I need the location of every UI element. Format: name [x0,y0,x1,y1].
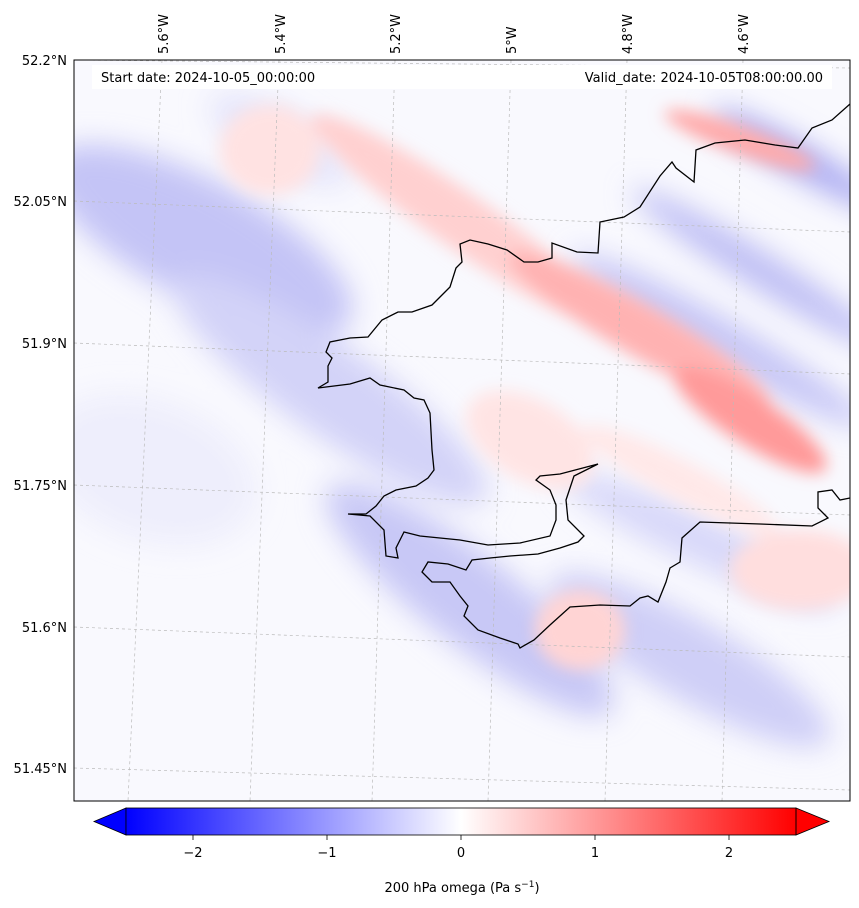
omega-updraft-area [535,590,625,670]
valid-date-label: Valid_date: 2024-10-05T08:00:00.00 [585,71,823,86]
lat-label-51.75N: 51.75°N [14,479,67,494]
lat-label-51.45N: 51.45°N [14,762,67,777]
colorbar-tick-label: 2 [725,846,733,861]
omega-updraft-area [730,530,850,610]
start-date-label: Start date: 2024-10-05_00:00:00 [101,71,315,86]
coastline [317,103,850,649]
omega-downdraft-area [632,189,850,351]
colorbar-tick-label: −1 [317,846,336,861]
colorbar-extend-high [795,807,831,836]
title-strip [92,65,832,89]
omega-downdraft-area [74,144,353,336]
lon-label-5.4W: 5.4°W [274,14,289,54]
graticule [74,60,850,801]
colorbar-tick-label: 1 [591,846,599,861]
latitude-labels: 52.2°N 52.05°N 51.9°N 51.75°N 51.6°N 51.… [14,54,67,777]
colorbar-label-close: ) [534,881,539,896]
colorbar-extend-low [92,807,127,836]
colorbar-label-exponent: −1 [521,880,534,890]
omega-updraft-area [466,390,594,490]
omega-field [74,60,850,801]
lat-label-51.9N: 51.9°N [22,337,67,352]
lat-label-52.05N: 52.05°N [14,195,67,210]
lon-label-5.2W: 5.2°W [389,14,404,54]
lat-label-52.2N: 52.2°N [22,54,67,69]
map-panel: Start date: 2024-10-05_00:00:00 Valid_da… [73,59,851,802]
omega-updraft-area [220,105,320,195]
colorbar-ticks: −2 −1 0 1 2 [183,835,733,861]
lon-label-5W: 5°W [505,26,520,54]
omega-downdraft-area [74,394,257,546]
omega-updraft-area [582,425,778,535]
colorbar-label: 200 hPa omega (Pa s−1) [384,880,539,896]
lat-label-51.6N: 51.6°N [22,621,67,636]
colorbar-gradient [126,808,796,835]
colorbar: −2 −1 0 1 2 200 hPa omega (Pa s−1) [92,807,831,896]
lon-label-4.6W: 4.6°W [737,14,752,54]
colorbar-label-main: 200 hPa omega (Pa s [384,881,521,896]
map-frame [73,59,851,802]
omega-updraft-area [673,367,827,473]
lon-label-5.6W: 5.6°W [157,14,172,54]
lon-label-4.8W: 4.8°W [621,14,636,54]
omega-downdraft-area [325,483,615,717]
colorbar-tick-label: 0 [457,846,465,861]
longitude-labels: 5.6°W 5.4°W 5.2°W 5°W 4.8°W 4.6°W [157,14,752,54]
omega-downdraft-area [172,274,488,506]
omega-updraft-area [509,251,771,409]
omega-downdraft-area [572,252,850,428]
colorbar-tick-label: −2 [183,846,202,861]
